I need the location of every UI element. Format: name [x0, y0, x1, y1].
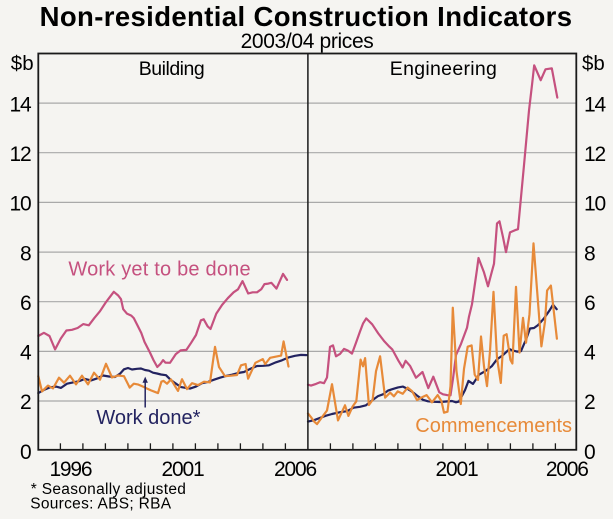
svg-text:Sources: ABS; RBA: Sources: ABS; RBA: [30, 496, 172, 513]
svg-text:0: 0: [20, 441, 31, 464]
svg-text:6: 6: [20, 292, 31, 315]
svg-text:Work yet to be done: Work yet to be done: [68, 259, 250, 281]
svg-text:$b: $b: [582, 52, 605, 75]
svg-text:6: 6: [584, 292, 595, 315]
svg-text:2001: 2001: [162, 458, 204, 481]
svg-text:14: 14: [10, 93, 32, 116]
svg-text:14: 14: [584, 93, 606, 116]
svg-text:8: 8: [20, 242, 31, 265]
svg-text:Commencements: Commencements: [415, 415, 572, 437]
svg-text:12: 12: [584, 143, 605, 166]
svg-text:1996: 1996: [49, 458, 91, 481]
svg-text:10: 10: [584, 193, 605, 216]
svg-text:10: 10: [10, 193, 31, 216]
svg-text:4: 4: [584, 342, 596, 365]
svg-text:0: 0: [584, 441, 595, 464]
svg-text:2003/04 prices: 2003/04 prices: [241, 30, 374, 53]
svg-text:12: 12: [10, 143, 31, 166]
svg-text:$b: $b: [11, 52, 34, 75]
svg-text:2: 2: [20, 391, 31, 414]
svg-text:Work done*: Work done*: [96, 407, 200, 429]
svg-text:Engineering: Engineering: [390, 58, 497, 80]
svg-text:Non-residential Construction I: Non-residential Construction Indicators: [40, 1, 573, 32]
svg-text:2001: 2001: [436, 458, 478, 481]
svg-text:2: 2: [584, 391, 595, 414]
svg-text:4: 4: [20, 342, 32, 365]
svg-text:2006: 2006: [274, 458, 316, 481]
svg-text:Building: Building: [139, 58, 204, 80]
svg-text:8: 8: [584, 242, 595, 265]
svg-text:2006: 2006: [546, 458, 588, 481]
svg-text:* Seasonally adjusted: * Seasonally adjusted: [31, 481, 186, 498]
